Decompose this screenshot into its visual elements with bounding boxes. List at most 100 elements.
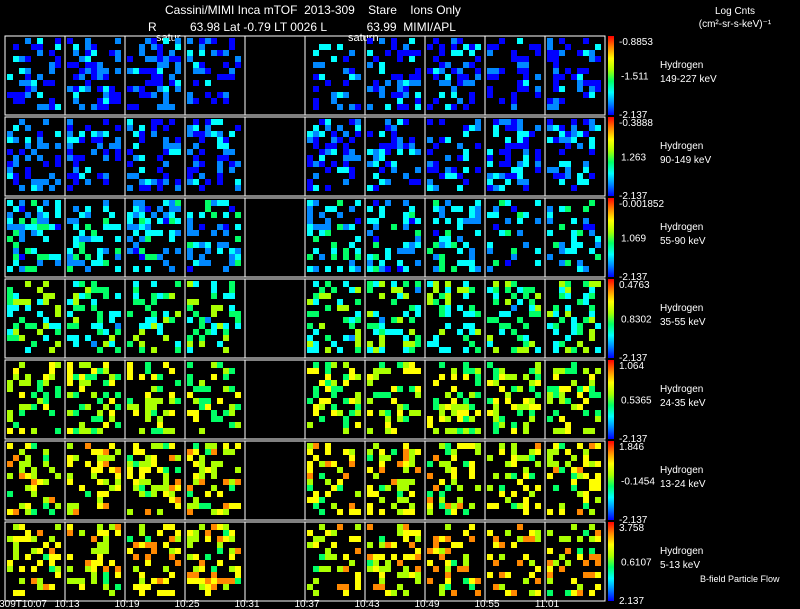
heat-cell <box>427 497 433 503</box>
heat-cell <box>577 173 583 179</box>
heat-cell <box>577 266 583 272</box>
heat-cell <box>19 149 25 155</box>
heat-cell <box>559 392 565 398</box>
heat-cell <box>313 578 319 584</box>
heat-cell <box>211 119 217 125</box>
heat-cell <box>397 530 403 536</box>
heat-cell <box>235 566 241 572</box>
heat-cell <box>151 119 157 125</box>
heat-cell <box>469 266 475 272</box>
heat-cell <box>139 86 145 92</box>
heat-cell <box>115 566 121 572</box>
heat-cell <box>235 467 241 473</box>
heat-cell <box>85 287 91 293</box>
heat-cell <box>535 530 541 536</box>
heat-cell <box>37 137 43 143</box>
heat-cell <box>133 104 139 110</box>
heat-cell <box>223 524 229 530</box>
heat-cell <box>49 560 55 566</box>
heat-cell <box>559 137 565 143</box>
heat-cell <box>199 242 205 248</box>
heat-cell <box>349 74 355 80</box>
heat-cell <box>55 38 61 44</box>
heat-cell <box>175 149 181 155</box>
heat-cell <box>337 125 343 131</box>
heat-cell <box>19 56 25 62</box>
heat-cell <box>445 137 451 143</box>
heat-cell <box>343 281 349 287</box>
heat-cell <box>127 86 133 92</box>
heat-cell <box>7 173 13 179</box>
heat-cell <box>307 212 313 218</box>
heat-cell <box>67 566 73 572</box>
heat-cell <box>379 536 385 542</box>
heat-cell <box>313 386 319 392</box>
heat-cell <box>193 398 199 404</box>
heat-cell <box>13 173 19 179</box>
heat-cell <box>7 299 13 305</box>
heat-cell <box>235 62 241 68</box>
heat-cell <box>463 155 469 161</box>
heat-cell <box>163 161 169 167</box>
heat-cell <box>169 398 175 404</box>
units-line1: Log Cnts <box>714 6 756 17</box>
heat-cell <box>571 119 577 125</box>
heat-cell <box>133 542 139 548</box>
heat-cell <box>97 137 103 143</box>
heat-cell <box>229 422 235 428</box>
heat-cell <box>19 428 25 434</box>
heat-cell <box>103 548 109 554</box>
heat-cell <box>325 185 331 191</box>
heat-cell <box>91 305 97 311</box>
heat-cell <box>499 200 505 206</box>
heat-cell <box>67 335 73 341</box>
heat-cell <box>415 50 421 56</box>
heat-cell <box>511 503 517 509</box>
heat-cell <box>583 131 589 137</box>
heat-cell <box>43 584 49 590</box>
heat-cell <box>73 62 79 68</box>
heat-cell <box>19 254 25 260</box>
heat-cell <box>445 200 451 206</box>
heat-cell <box>139 44 145 50</box>
heat-cell <box>337 410 343 416</box>
heat-cell <box>469 287 475 293</box>
heat-cell <box>463 80 469 86</box>
heat-cell <box>235 224 241 230</box>
heat-cell <box>397 149 403 155</box>
heat-cell <box>67 155 73 161</box>
heat-cell <box>415 281 421 287</box>
heat-cell <box>211 311 217 317</box>
heat-cell <box>139 131 145 137</box>
heat-cell <box>403 467 409 473</box>
heat-cell <box>163 260 169 266</box>
heat-cell <box>397 329 403 335</box>
heat-cell <box>325 479 331 485</box>
heat-cell <box>331 485 337 491</box>
heat-cell <box>379 38 385 44</box>
heat-cell <box>49 410 55 416</box>
heat-cell <box>535 74 541 80</box>
heat-cell <box>349 173 355 179</box>
heat-cell <box>391 74 397 80</box>
heat-cell <box>151 578 157 584</box>
heat-cell <box>25 173 31 179</box>
heat-cell <box>355 404 361 410</box>
heat-cell <box>13 224 19 230</box>
heat-cell <box>409 509 415 515</box>
heat-cell <box>325 566 331 572</box>
heat-cell <box>313 98 319 104</box>
heat-cell <box>319 380 325 386</box>
heat-cell <box>505 161 511 167</box>
heat-cell <box>595 254 601 260</box>
heat-cell <box>475 119 481 125</box>
heat-cell <box>313 248 319 254</box>
heat-cell <box>91 230 97 236</box>
heat-cell <box>451 410 457 416</box>
heat-cell <box>13 422 19 428</box>
heat-cell <box>409 530 415 536</box>
heat-cell <box>589 461 595 467</box>
heat-cell <box>397 50 403 56</box>
heat-cell <box>157 509 163 515</box>
